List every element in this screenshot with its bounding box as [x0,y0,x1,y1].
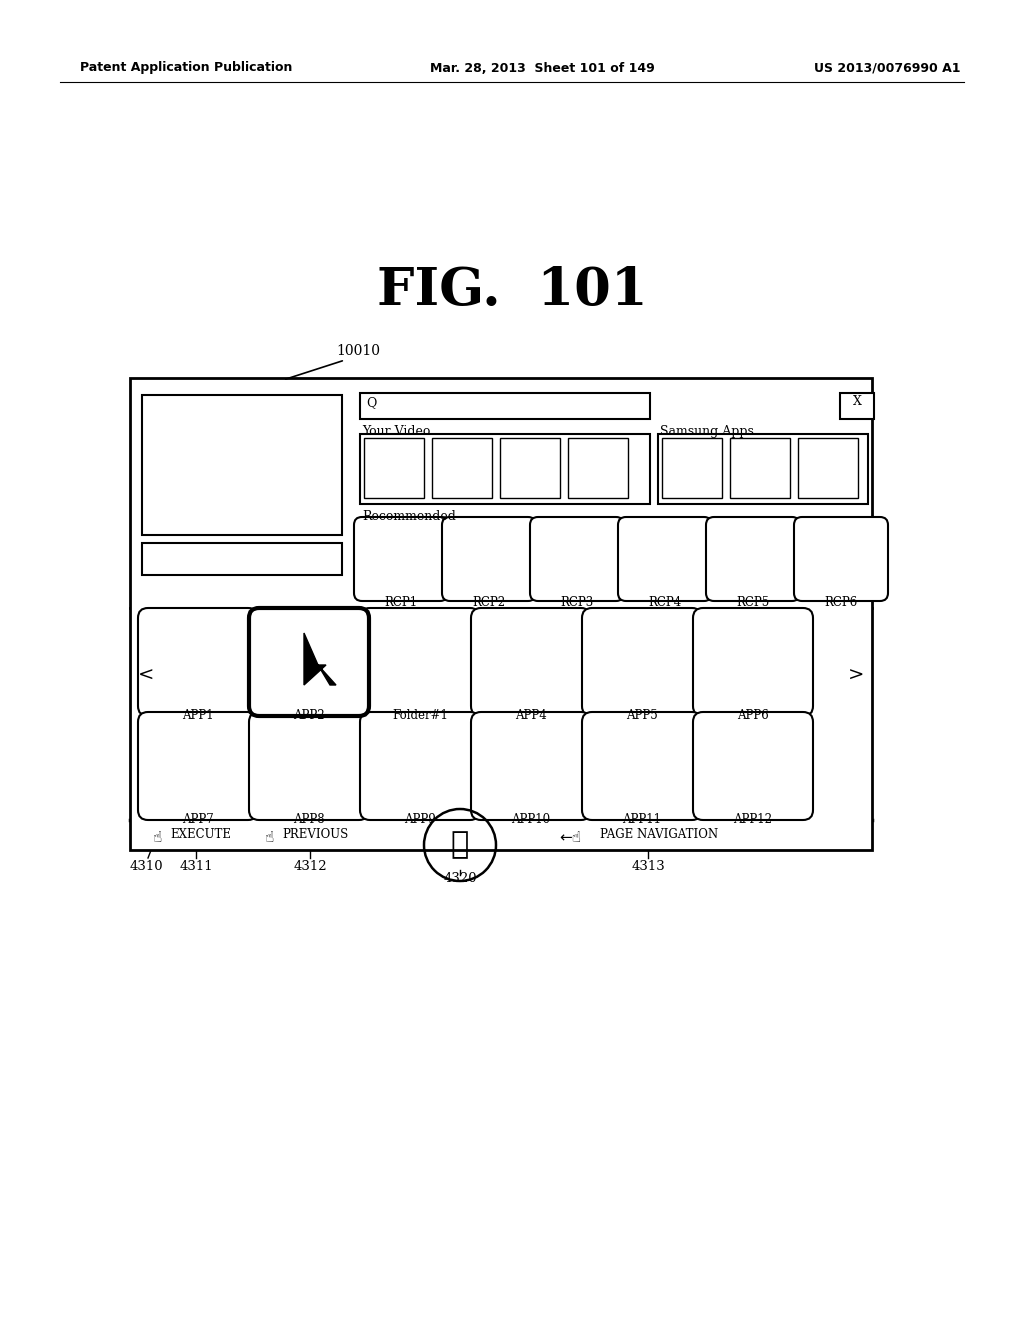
Text: RCP3: RCP3 [560,597,594,609]
Text: Samsung Apps: Samsung Apps [660,425,754,438]
FancyBboxPatch shape [471,609,591,715]
Text: X: X [853,395,861,408]
Text: 4313: 4313 [631,861,665,873]
Text: RCP1: RCP1 [384,597,418,609]
Text: Your Video: Your Video [362,425,430,438]
Text: APP8: APP8 [293,813,325,826]
Text: 4312: 4312 [293,861,327,873]
FancyBboxPatch shape [471,711,591,820]
Bar [360,393,650,418]
Text: APP9: APP9 [404,813,436,826]
Bar [568,438,628,498]
Text: APP6: APP6 [737,709,769,722]
FancyBboxPatch shape [138,711,258,820]
Text: ☝: ☝ [154,830,163,845]
FancyBboxPatch shape [618,517,712,601]
Bar [142,395,342,535]
FancyBboxPatch shape [693,609,813,715]
Text: RCP2: RCP2 [472,597,506,609]
Bar [360,434,650,504]
FancyBboxPatch shape [530,517,624,601]
Bar [658,434,868,504]
Bar [432,438,492,498]
FancyBboxPatch shape [582,609,702,715]
Text: Patent Application Publication: Patent Application Publication [80,62,293,74]
Bar [500,438,560,498]
Text: APP5: APP5 [626,709,657,722]
Text: Folder#1: Folder#1 [392,709,447,722]
Text: APP7: APP7 [182,813,214,826]
Text: PAGE NAVIGATION: PAGE NAVIGATION [600,828,718,841]
Text: PREVIOUS: PREVIOUS [282,828,348,841]
Polygon shape [304,634,336,685]
FancyBboxPatch shape [249,609,369,715]
Text: 10010: 10010 [336,345,380,358]
Text: RCP4: RCP4 [648,597,682,609]
Text: Recommended: Recommended [362,510,456,523]
Text: ✋: ✋ [451,830,469,859]
Bar [364,438,424,498]
Text: ☝: ☝ [265,830,274,845]
FancyBboxPatch shape [354,517,449,601]
Text: 4320: 4320 [443,873,477,884]
Bar [840,393,874,418]
Bar [662,438,722,498]
Bar [142,543,342,576]
FancyBboxPatch shape [582,711,702,820]
FancyBboxPatch shape [138,609,258,715]
FancyBboxPatch shape [249,711,369,820]
FancyBboxPatch shape [360,609,480,715]
Text: APP4: APP4 [515,709,547,722]
Text: <: < [138,667,155,685]
Text: Q: Q [366,396,377,409]
Text: 4311: 4311 [179,861,213,873]
Text: APP10: APP10 [511,813,551,826]
Text: RCP5: RCP5 [736,597,770,609]
Text: APP11: APP11 [623,813,662,826]
Bar [130,378,872,850]
FancyBboxPatch shape [794,517,888,601]
Text: FIG.  101: FIG. 101 [377,264,647,315]
Text: APP2: APP2 [293,709,325,722]
FancyBboxPatch shape [360,711,480,820]
Text: 4310: 4310 [130,861,164,873]
Text: Mar. 28, 2013  Sheet 101 of 149: Mar. 28, 2013 Sheet 101 of 149 [430,62,654,74]
Text: EXECUTE: EXECUTE [170,828,231,841]
Bar [730,438,790,498]
Text: >: > [848,667,864,685]
Text: APP1: APP1 [182,709,214,722]
FancyBboxPatch shape [693,711,813,820]
Text: APP12: APP12 [733,813,772,826]
Text: ←☝: ←☝ [559,830,581,845]
FancyBboxPatch shape [706,517,800,601]
Text: US 2013/0076990 A1: US 2013/0076990 A1 [813,62,961,74]
Bar [798,438,858,498]
Text: RCP6: RCP6 [824,597,858,609]
FancyBboxPatch shape [442,517,536,601]
